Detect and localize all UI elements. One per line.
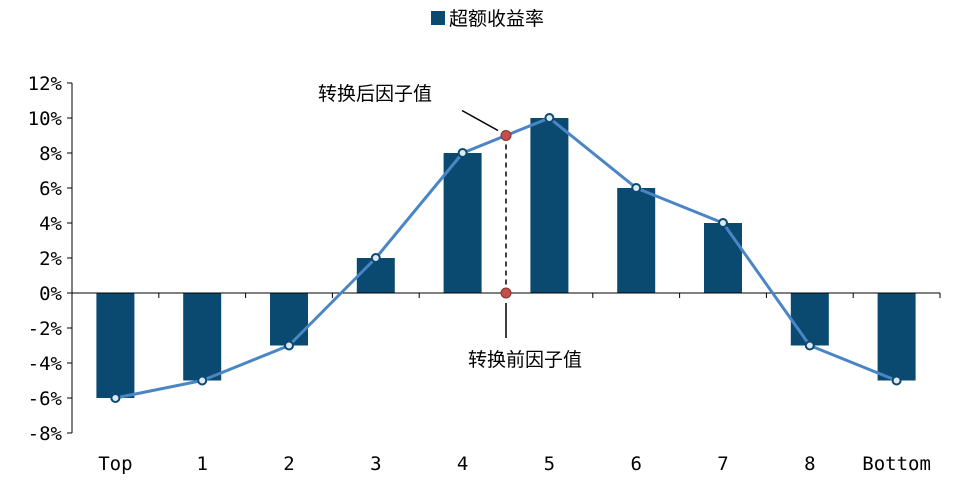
line-point-bottom [891, 375, 902, 386]
x-tick-label: 6 [630, 453, 641, 475]
line-point-7 [718, 218, 728, 228]
x-tick-label: Bottom [862, 453, 931, 475]
x-tick-label: 2 [283, 453, 294, 475]
annotation-after-label: 转换后因子值 [318, 83, 432, 105]
marker-before-conversion [500, 287, 512, 299]
bar-5 [530, 118, 569, 293]
y-tick-label: 0% [39, 283, 62, 305]
bar-3 [356, 258, 395, 293]
bar-1 [183, 293, 222, 381]
x-tick-label: 4 [457, 453, 468, 475]
y-tick-label: 6% [39, 178, 62, 200]
bar-bottom [877, 293, 916, 381]
y-tick-label: -2% [28, 318, 63, 340]
line-point-2 [284, 340, 294, 351]
line-point-3 [370, 253, 381, 263]
y-tick-label: -8% [28, 423, 63, 445]
bar-4 [443, 153, 482, 293]
annotation-leader-after [461, 109, 499, 132]
line-point-4 [457, 148, 468, 158]
bar-top [96, 293, 135, 398]
y-tick-label: -4% [28, 353, 63, 375]
annotation-before-label: 转换前因子值 [468, 349, 582, 371]
bar-2 [270, 293, 308, 346]
x-tick-label: 5 [544, 453, 555, 475]
line-point-1 [197, 375, 208, 386]
x-tick-label: 1 [196, 453, 207, 475]
marker-after-conversion [500, 130, 512, 141]
x-tick-label: 3 [370, 453, 381, 475]
y-tick-label: 2% [39, 248, 62, 270]
y-tick-label: 4% [39, 213, 62, 235]
bar-7 [704, 223, 742, 293]
y-tick-label: -6% [28, 388, 63, 410]
x-tick-label: 8 [804, 453, 815, 475]
line-point-top [110, 393, 121, 403]
line-point-8 [804, 340, 815, 351]
x-tick-label: 7 [717, 453, 728, 475]
legend: 超额收益率 [431, 8, 544, 30]
x-tick-label: Top [98, 453, 132, 475]
bar-6 [617, 188, 656, 293]
legend-label: 超额收益率 [449, 8, 544, 30]
line-point-5 [544, 113, 555, 123]
plot-area: 12% 10% 8% 6% 4% 2% 0% -2% -4% -6% -8% Top 1 2 3 4 5 6 7 8 B… [28, 73, 941, 475]
y-tick-label: 10% [28, 108, 63, 130]
y-tick-label: 8% [39, 143, 62, 165]
line-point-6 [631, 183, 642, 193]
legend-swatch [431, 11, 445, 25]
bar-8 [790, 293, 829, 346]
y-tick-label: 12% [28, 73, 63, 95]
